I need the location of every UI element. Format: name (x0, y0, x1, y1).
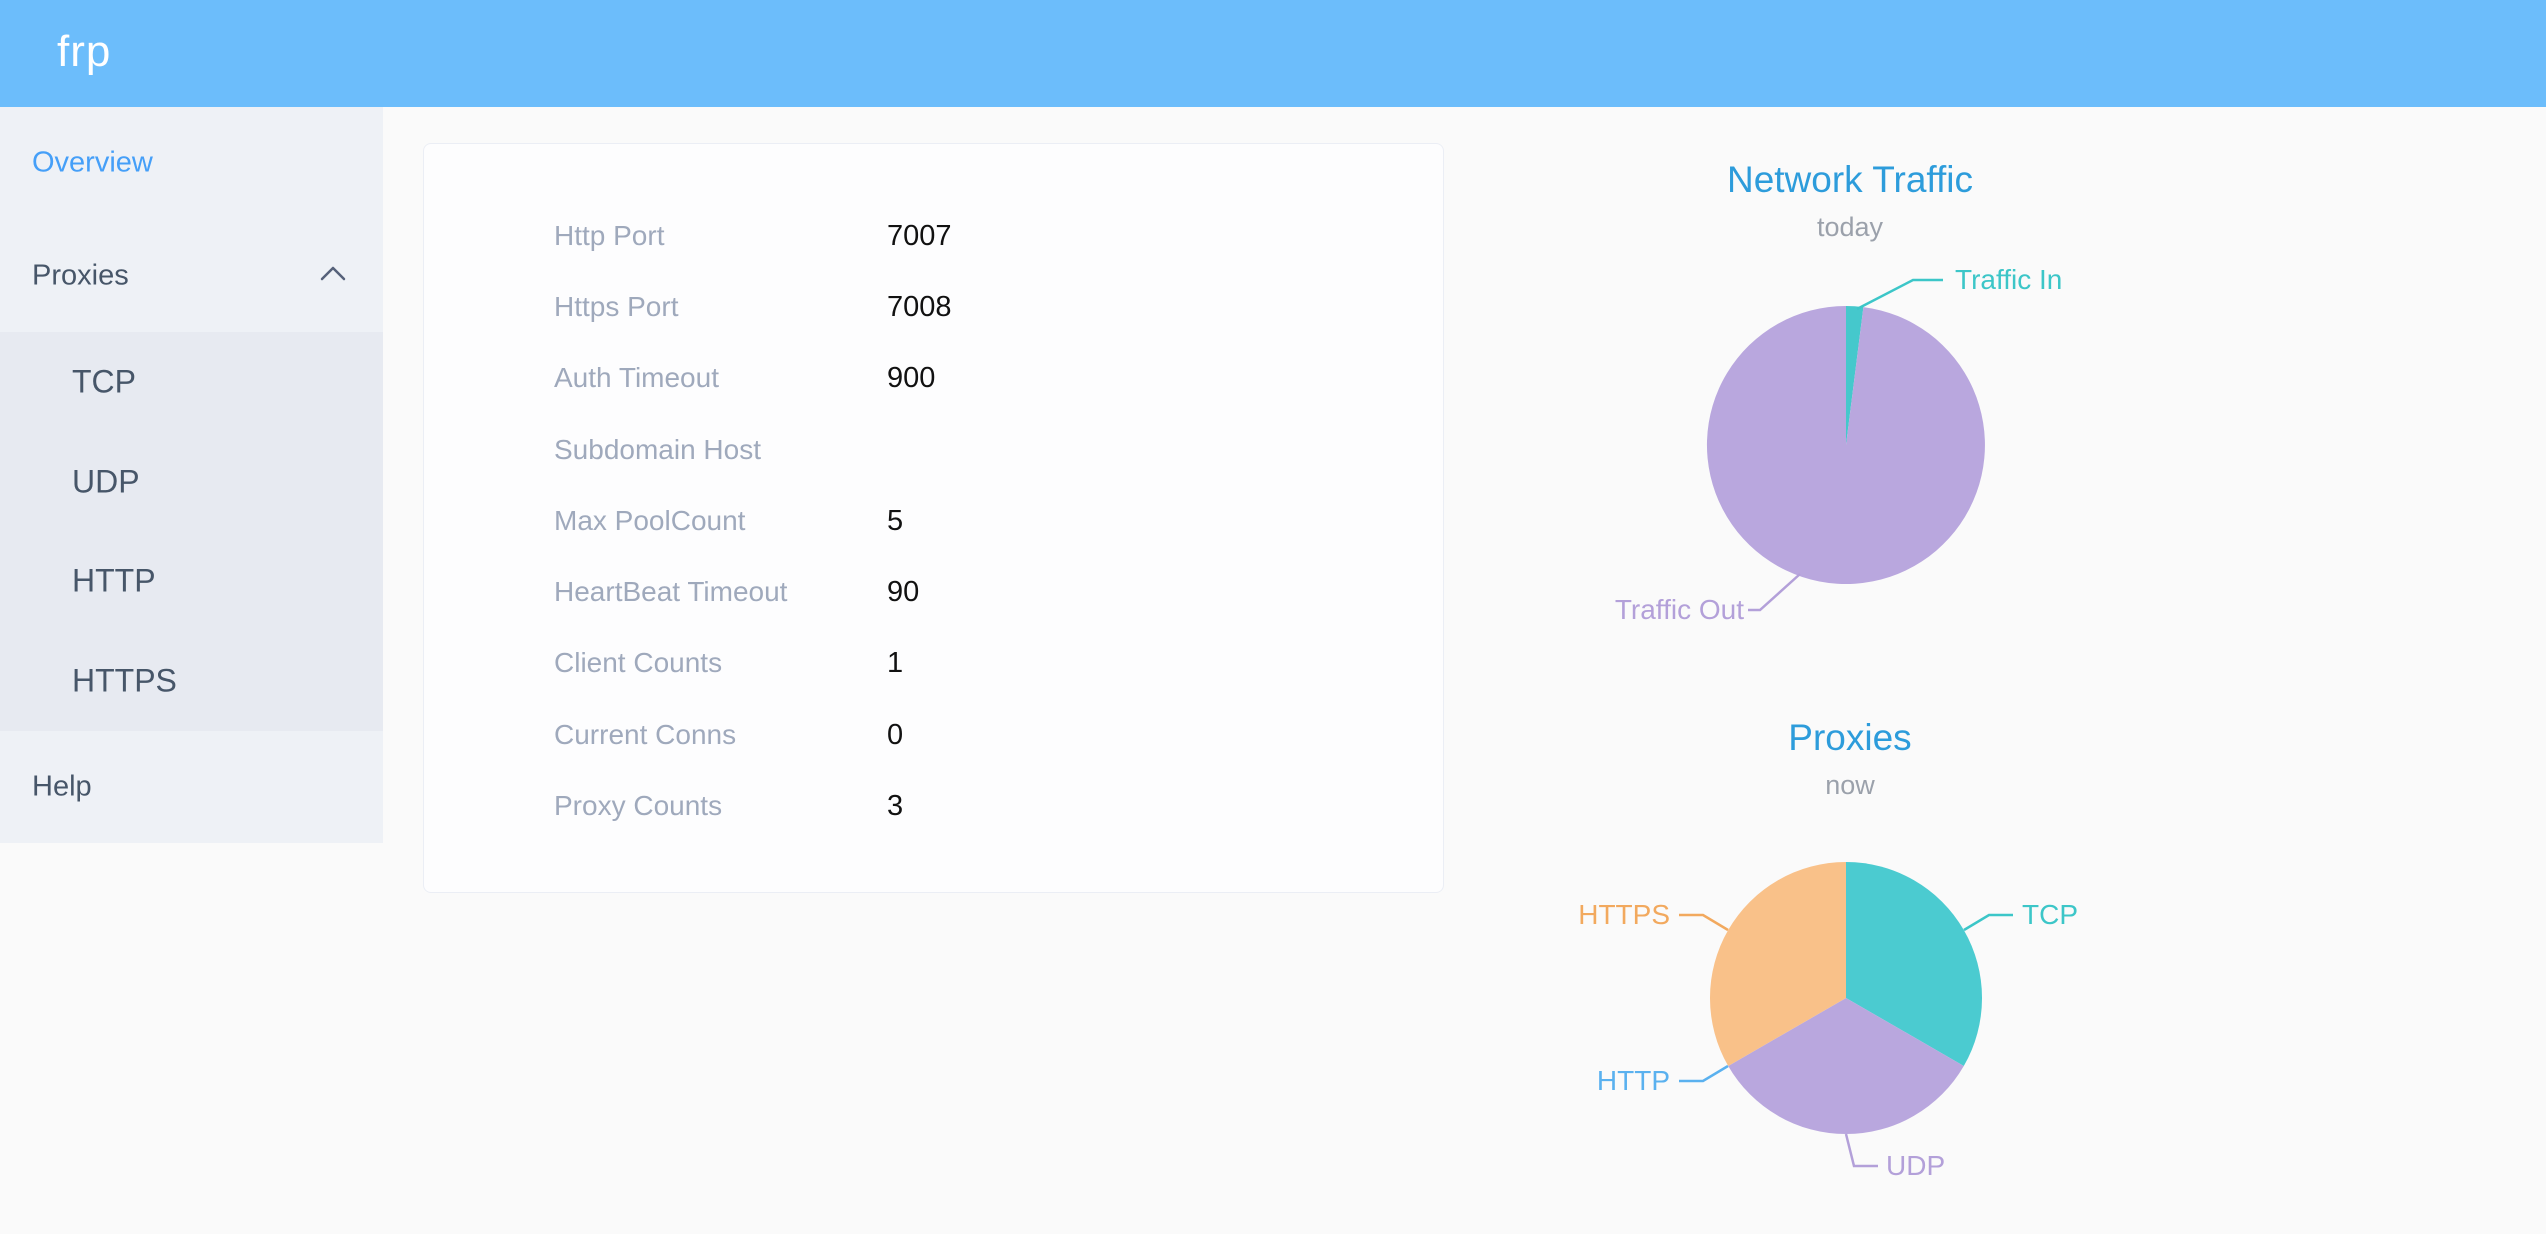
info-value: 900 (887, 362, 936, 394)
info-value: 90 (887, 576, 920, 608)
label-line-udp (1844, 1133, 1878, 1168)
pie-slice-tcp[interactable] (1846, 862, 1983, 1066)
label-line-traffic-out (1748, 573, 1801, 612)
sidebar-item-help[interactable]: Help (0, 731, 383, 843)
info-value: 7007 (887, 220, 952, 252)
label-line-tcp (1963, 913, 2013, 932)
proxies-pie-chart (1679, 862, 2013, 1168)
chart-subtitle-today: today (1816, 212, 1884, 242)
sidebar-item-label: UDP (72, 463, 140, 500)
info-label: Client Counts (554, 647, 723, 678)
info-value: 0 (887, 719, 904, 751)
info-row: Client Counts 1 (554, 645, 903, 681)
info-value: 1 (887, 647, 904, 679)
chart-title-network-traffic: Network Traffic (1726, 159, 1974, 200)
sidebar-item-overview[interactable]: Overview (0, 107, 383, 219)
sidebar-item-label: HTTP (72, 562, 156, 599)
info-label: Current Conns (554, 719, 737, 750)
pie-label-traffic-out: Traffic Out (1614, 594, 1744, 625)
chart-subtitle-now: now (1825, 770, 1875, 800)
pie-label-traffic-in: Traffic In (1955, 264, 2063, 295)
server-info-card: Http Port 7007 Https Port 7008 Auth Timeou… (423, 143, 1444, 893)
sidebar-item-udp[interactable]: UDP (0, 432, 383, 532)
pie-slices (1706, 306, 1985, 584)
app-logo: frp (57, 26, 112, 76)
sidebar-item-proxies[interactable]: Proxies (0, 219, 383, 439)
sidebar-item-label: TCP (72, 363, 136, 400)
info-row: Subdomain Host (554, 432, 887, 468)
label-line-traffic-in (1856, 278, 1943, 311)
pie-slices (1709, 862, 1983, 1135)
info-label: Subdomain Host (554, 434, 762, 465)
label-line-http (1679, 1064, 1729, 1083)
chart-title-proxies: Proxies (1788, 717, 1912, 758)
sidebar-item-label: Help (32, 770, 92, 803)
info-row: Http Port 7007 (554, 218, 952, 254)
sidebar-item-tcp[interactable]: TCP (0, 332, 383, 432)
pie-slice-traffic-out[interactable] (1706, 306, 1985, 584)
sidebar: Overview Proxies TCP UDP HTTP HTTPS Help (0, 107, 383, 843)
sidebar-item-label: HTTPS (72, 662, 177, 699)
sidebar-item-http[interactable]: HTTP (0, 532, 383, 632)
info-label: Auth Timeout (554, 362, 719, 393)
info-row: Current Conns 0 (554, 717, 903, 753)
sidebar-item-label: Overview (32, 146, 153, 179)
pie-label-tcp: TCP (2022, 899, 2078, 930)
info-row: Max PoolCount 5 (554, 503, 903, 539)
pie-label-https: HTTPS (1578, 899, 1670, 930)
proxies-submenu: TCP UDP HTTP HTTPS (0, 332, 383, 731)
network-traffic-pie-chart (1706, 278, 1985, 612)
info-label: Max PoolCount (554, 505, 746, 536)
info-label: Https Port (554, 291, 679, 322)
info-value: 3 (887, 790, 904, 822)
info-value: 5 (887, 505, 904, 537)
info-row: HeartBeat Timeout 90 (554, 574, 919, 610)
app-header: frp (0, 0, 2546, 107)
pie-slice-udp[interactable] (1728, 998, 1964, 1135)
info-value: 7008 (887, 291, 952, 323)
pie-label-http: HTTP (1596, 1065, 1670, 1096)
info-row: Auth Timeout 900 (554, 360, 935, 396)
pie-slice-https[interactable] (1709, 862, 1846, 1066)
info-label: HeartBeat Timeout (554, 576, 788, 607)
info-row: Proxy Counts 3 (554, 788, 903, 824)
label-line-https (1679, 913, 1729, 932)
info-label: Proxy Counts (554, 790, 723, 821)
chevron-up-icon (320, 266, 346, 281)
info-row: Https Port 7008 (554, 289, 952, 325)
sidebar-item-https[interactable]: HTTPS (0, 631, 383, 731)
pie-slice-traffic-in[interactable] (1846, 306, 1864, 445)
info-label: Http Port (554, 220, 665, 251)
pie-label-udp: UDP (1886, 1150, 1946, 1181)
sidebar-item-label: Proxies (32, 259, 129, 292)
